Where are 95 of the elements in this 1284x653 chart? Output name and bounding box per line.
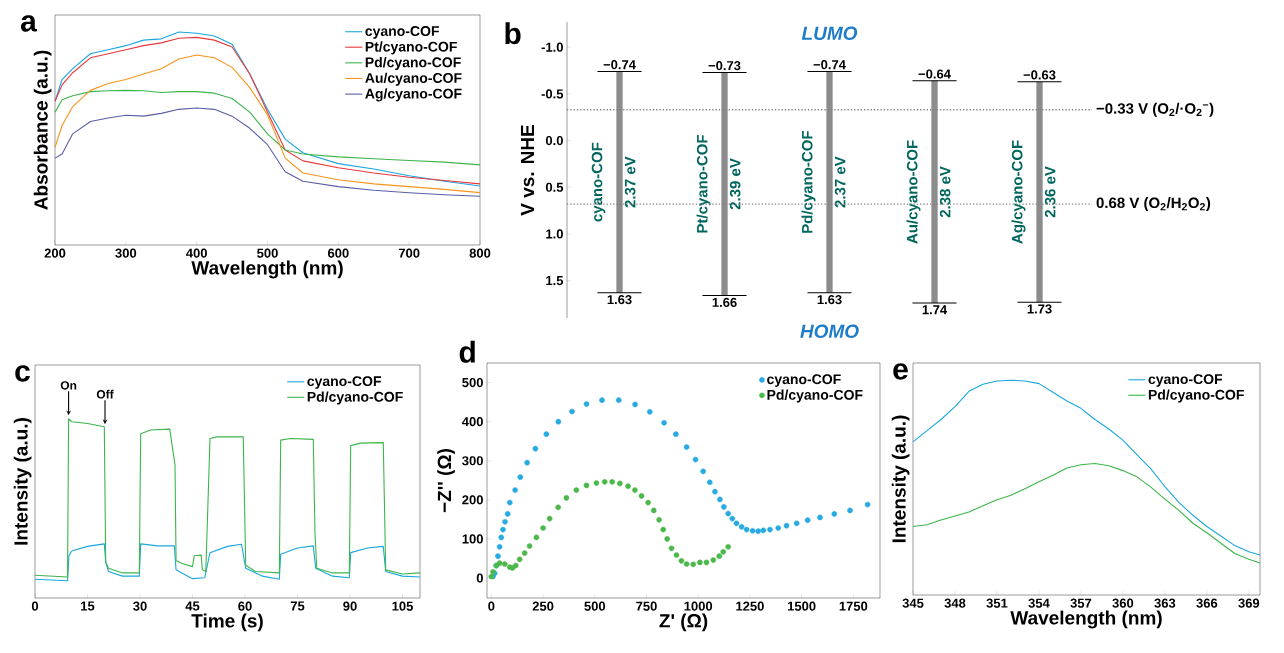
x-tick-label: 60 [238, 601, 252, 611]
legend-label: Pd/cyano-COF [767, 389, 863, 403]
x-tick-label: 500 [584, 601, 606, 611]
x-axis-title: Time (s) [191, 613, 263, 632]
y-tick-label: 100 [462, 534, 483, 544]
legend-label: Au/cyano-COF [365, 72, 462, 86]
annotation: On [60, 381, 77, 390]
legend-label: cyano-COF [307, 376, 381, 389]
category-label: Pd/cyano-COF [801, 131, 816, 233]
text: HOMO [800, 324, 859, 338]
x-axis-title: Wavelength (nm) [1010, 610, 1162, 629]
x-tick-label: 750 [636, 601, 657, 611]
x-tick-label: 357 [1070, 598, 1092, 608]
y-tick-label: -0.5 [541, 89, 564, 99]
x-tick-label: 500 [257, 248, 278, 258]
x-axis-title: Z' (Ω) [659, 613, 708, 632]
annotation: −0.74 [603, 60, 636, 70]
annotation: 1.73 [1027, 304, 1052, 314]
annotation: −0.74 [813, 60, 846, 70]
x-tick-label: 1750 [839, 601, 868, 611]
category-label: Ag/cyano-COF [1011, 140, 1026, 244]
annotation: −0.63 [1023, 70, 1056, 80]
y-axis-title: Absorbance (a.u.) [33, 50, 52, 210]
y-axis-title: −Z'' (Ω) [437, 448, 455, 513]
x-tick-label: 90 [343, 601, 357, 611]
x-tick-label: 0 [31, 601, 39, 611]
annotation: 1.74 [922, 305, 948, 315]
x-tick-label: 700 [398, 248, 420, 258]
x-tick-label: 366 [1196, 598, 1218, 608]
text: d [459, 340, 475, 363]
legend-label: cyano-COF [1148, 374, 1223, 387]
legend-label: Pd/cyano-COF [365, 57, 461, 71]
x-tick-label: 45 [185, 601, 200, 611]
x-tick-label: 1000 [684, 601, 713, 611]
x-tick-label: 354 [1028, 598, 1050, 608]
legend-label: Ag/cyano-COF [365, 88, 462, 102]
y-tick-label: 1.5 [546, 276, 564, 286]
x-tick-label: 351 [986, 598, 1008, 608]
annotation: −0.64 [918, 69, 951, 79]
legend-label: Pd/cyano-COF [1148, 389, 1244, 403]
text: e [893, 363, 908, 380]
legend-label: Pd/cyano-COF [307, 391, 403, 405]
y-tick-label: -1.0 [541, 42, 563, 52]
x-tick-label: 345 [902, 598, 924, 608]
text: c [15, 365, 30, 382]
x-axis-title: Wavelength (nm) [191, 260, 343, 279]
legend-label: cyano-COF [365, 26, 439, 39]
x-tick-label: 1500 [787, 601, 816, 611]
y-tick-label: 200 [462, 495, 483, 505]
x-tick-label: 800 [469, 248, 491, 258]
y-tick-label: 0.5 [545, 182, 564, 192]
y-axis-title: Intensity (a.u.) [13, 418, 32, 545]
y-tick-label: 400 [461, 417, 483, 427]
x-tick-label: 105 [392, 601, 413, 611]
y-tick-label: 0 [476, 573, 483, 583]
annotation: −0.73 [708, 60, 741, 71]
y-tick-label: 500 [462, 377, 483, 388]
x-tick-label: 300 [115, 248, 137, 258]
y-tick-label: 300 [462, 456, 483, 466]
x-tick-label: 15 [81, 601, 95, 611]
x-tick-label: 30 [133, 601, 147, 611]
x-tick-label: 250 [532, 601, 554, 611]
x-tick-label: 200 [44, 248, 66, 258]
annotation: Off [96, 389, 114, 399]
x-tick-label: 0 [488, 601, 495, 611]
x-tick-label: 1250 [736, 601, 764, 611]
category-label: Au/cyano-COF [906, 140, 921, 244]
legend-label: Pt/cyano-COF [365, 41, 457, 55]
data-label: 2.39 eV [729, 158, 741, 210]
y-tick-label: 1.0 [546, 229, 563, 239]
data-label: 2.37 eV [834, 156, 846, 208]
category-label: cyano-COF [591, 142, 606, 222]
y-axis-title: Intensity (a.u.) [891, 415, 910, 543]
ref-line-label: 0.68 V (O$_{2}$/H$_{2}$O$_{2}$) [1096, 197, 1211, 212]
annotation: 1.66 [712, 297, 737, 307]
x-tick-label: 360 [1112, 598, 1134, 608]
data-label: 2.36 eV [1044, 166, 1056, 218]
legend-label: cyano-COF [767, 374, 841, 387]
annotation: 1.63 [817, 294, 842, 305]
y-axis-title: V vs. NHE [520, 125, 535, 216]
annotation: 1.63 [607, 294, 632, 305]
x-tick-label: 75 [290, 601, 305, 611]
x-tick-label: 400 [186, 248, 207, 258]
ref-line-label: −0.33 V (O$_{2}$/·O$_{2}$$^{−}$) [1096, 102, 1214, 117]
data-label: 2.38 eV [939, 166, 951, 218]
x-tick-label: 348 [944, 598, 966, 608]
x-tick-label: 600 [327, 248, 349, 258]
annotation: LUMO [801, 26, 858, 40]
x-tick-label: 363 [1154, 598, 1176, 608]
y-tick-label: 0.0 [545, 135, 563, 146]
x-tick-label: 369 [1238, 598, 1260, 608]
category-label: Pt/cyano-COF [696, 134, 711, 233]
text: a [20, 15, 37, 32]
text: b [505, 22, 521, 45]
data-label: 2.37 eV [624, 156, 636, 208]
